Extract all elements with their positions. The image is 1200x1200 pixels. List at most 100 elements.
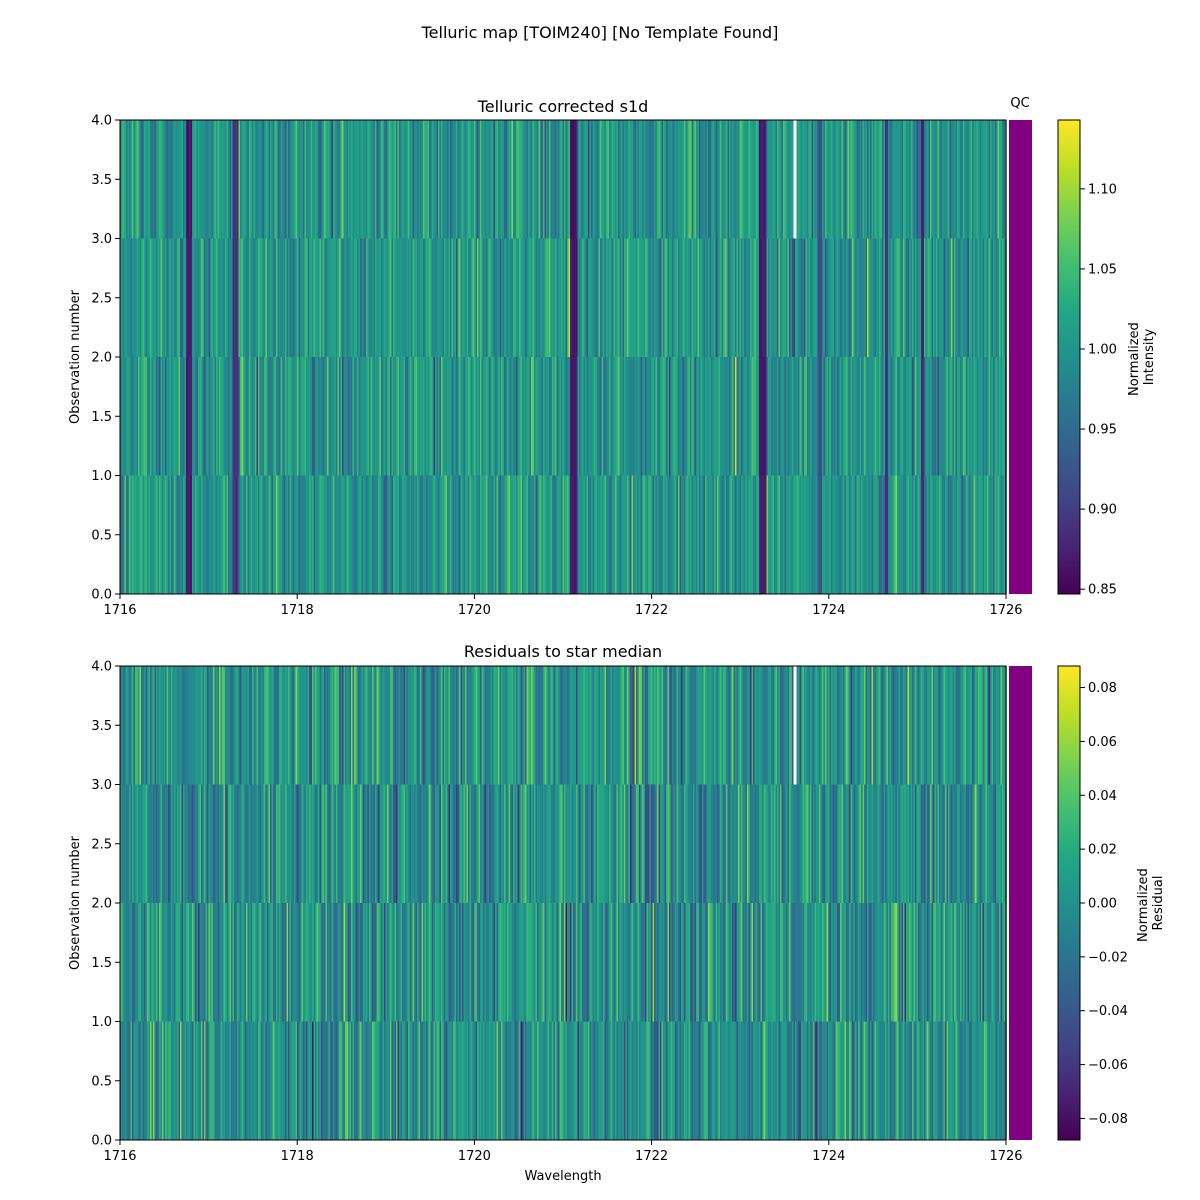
heatmap-cell [813,1021,815,1140]
heatmap-cell [309,120,311,239]
heatmap-cell [174,238,176,357]
heatmap-cell [999,475,1001,594]
heatmap-cell [199,1021,202,1140]
heatmap-cell [184,666,187,785]
heatmap-cell [943,903,946,1022]
heatmap-cell [166,666,169,785]
heatmap-cell [462,120,464,239]
heatmap-cell [538,666,541,785]
heatmap-cell [588,357,590,476]
heatmap-cell [561,120,563,239]
heatmap-cell [418,1021,421,1140]
heatmap-cell [366,238,368,357]
panel-2-x-label: Wavelength [524,1169,601,1184]
heatmap-cell [289,238,292,357]
heatmap-cell [912,357,914,476]
heatmap-cell [412,120,415,239]
heatmap-cell [750,120,752,239]
colorbar-tick-label: 1.00 [1088,342,1117,357]
heatmap-cell [957,903,959,1022]
heatmap-cell [738,238,740,357]
heatmap-cell [627,1021,629,1140]
heatmap-cell [646,238,649,357]
heatmap-cell [936,357,938,476]
heatmap-cell [514,357,517,476]
heatmap-cell [528,120,530,239]
heatmap-cell [148,666,151,785]
heatmap-cell [534,1021,536,1140]
heatmap-cell [586,120,589,239]
heatmap-cell [954,784,956,903]
heatmap-cell [327,120,329,239]
heatmap-cell [697,357,700,476]
heatmap-cell [396,475,398,594]
heatmap-cell [384,666,386,785]
heatmap-cell [951,666,953,785]
heatmap-cell [610,120,613,239]
heatmap-cell [835,666,838,785]
heatmap-cell [205,120,208,239]
heatmap-cell [189,475,191,594]
heatmap-cell [471,1021,473,1140]
heatmap-cell [855,357,857,476]
heatmap-cell [906,238,908,357]
heatmap-cell [720,357,722,476]
heatmap-cell [790,238,793,357]
heatmap-cell [924,475,926,594]
heatmap-cell [879,120,881,239]
heatmap-cell [393,903,395,1022]
panel-2-colorbar-label: Normalized Residual [1136,864,1166,942]
heatmap-cell [478,357,481,476]
heatmap-cell [990,357,992,476]
heatmap-cell [832,120,835,239]
heatmap-cell [285,1021,287,1140]
heatmap-cell [172,357,175,476]
heatmap-cell [592,357,595,476]
heatmap-cell [523,238,526,357]
heatmap-cell [235,903,238,1022]
heatmap-cell [304,666,307,785]
heatmap-cell [630,357,632,476]
heatmap-cell [553,357,556,476]
heatmap-cell [711,120,713,239]
heatmap-cell [825,120,827,239]
heatmap-cell [141,666,143,785]
heatmap-cell [951,357,953,476]
heatmap-cell [231,120,233,239]
heatmap-cell [627,357,629,476]
heatmap-cell [861,357,863,476]
heatmap-cell [874,903,877,1022]
heatmap-cell [516,357,518,476]
heatmap-cell [243,357,245,476]
heatmap-cell [228,903,230,1022]
heatmap-cell [333,475,335,594]
heatmap-cell [150,1021,152,1140]
heatmap-cell [130,475,133,594]
heatmap-cell [543,784,545,903]
heatmap-cell [921,784,923,903]
heatmap-cell [502,357,505,476]
heatmap-cell [376,238,379,357]
heatmap-cell [444,903,446,1022]
heatmap-cell [487,357,490,476]
heatmap-cell [213,666,215,785]
heatmap-cell [426,357,428,476]
heatmap-cell [333,238,335,357]
heatmap-cell [180,120,182,239]
heatmap-cell [906,357,908,476]
heatmap-cell [988,357,991,476]
heatmap-cell [846,475,848,594]
heatmap-cell [903,903,905,1022]
heatmap-cell [492,666,494,785]
heatmap-cell [561,475,563,594]
heatmap-cell [804,784,806,903]
heatmap-cell [667,475,670,594]
heatmap-cell [198,120,200,239]
heatmap-cell [705,120,707,239]
heatmap-cell [954,120,956,239]
heatmap-cell [322,475,325,594]
panel-1-x-ticks: 1716 1718 1720 1722 1724 1726 [103,594,1023,618]
heatmap-cell [225,238,227,357]
heatmap-cell [579,120,581,239]
heatmap-cell [277,666,280,785]
